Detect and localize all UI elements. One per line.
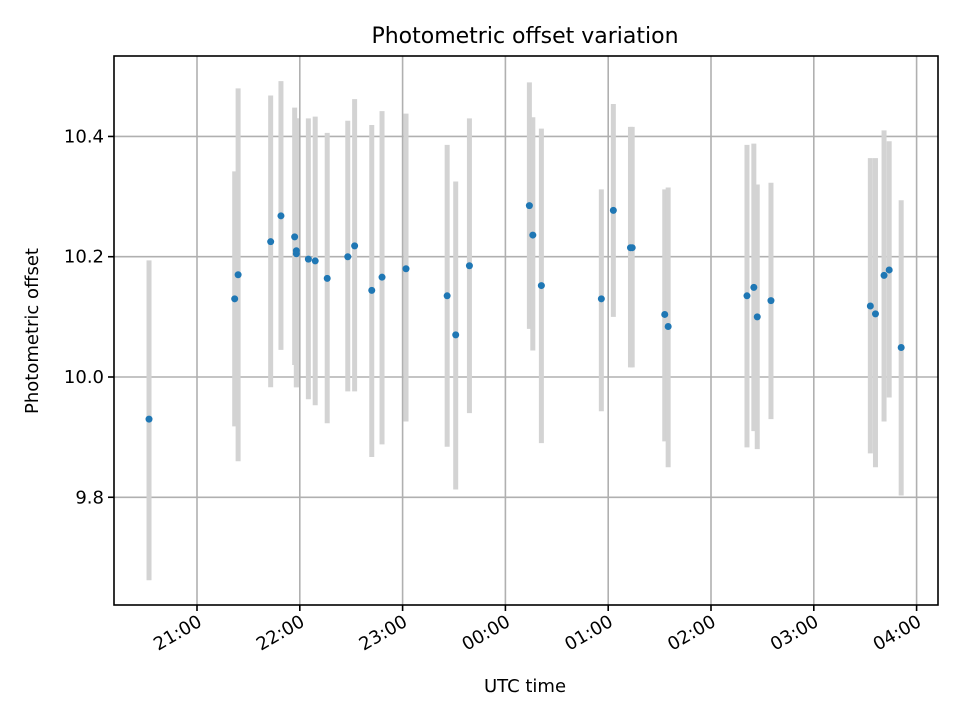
- data-point: [885, 266, 893, 274]
- y-axis-label: Photometric offset: [22, 248, 43, 414]
- data-point: [277, 212, 285, 220]
- chart-title: Photometric offset variation: [371, 24, 678, 49]
- data-point: [743, 292, 751, 300]
- data-point: [323, 274, 331, 282]
- data-point: [291, 233, 299, 241]
- plot-area-frame: [113, 55, 939, 606]
- data-point: [368, 286, 376, 294]
- axis-ticks: 21:00 22:00 23:00 00:00 01:00 02:00 03:00 04:00…: [64, 126, 925, 655]
- data-point: [292, 250, 300, 258]
- x-tick-label: 03:00: [767, 611, 822, 655]
- data-point: [628, 244, 636, 252]
- x-tick-label: 23:00: [356, 611, 411, 655]
- data-point: [311, 257, 319, 265]
- data-point: [267, 238, 275, 246]
- data-point: [767, 297, 775, 305]
- data-point: [750, 283, 758, 291]
- data-point: [452, 331, 460, 339]
- data-point: [880, 271, 888, 279]
- data-point: [402, 265, 410, 273]
- x-tick-label: 00:00: [458, 611, 513, 655]
- x-tick-label: 21:00: [150, 611, 205, 655]
- data-point: [529, 231, 537, 239]
- y-tick-label: 9.8: [75, 487, 104, 508]
- data-point: [753, 313, 761, 321]
- x-tick-label: 02:00: [664, 611, 719, 655]
- data-point: [465, 262, 473, 270]
- data-point: [609, 206, 617, 214]
- x-tick-label: 22:00: [253, 611, 308, 655]
- grid: [114, 56, 938, 605]
- y-tick-label: 10.0: [64, 367, 104, 388]
- data-point: [661, 310, 669, 318]
- data-point: [231, 295, 239, 303]
- data-point: [866, 302, 874, 310]
- data-point: [351, 242, 359, 250]
- data-point: [304, 255, 312, 263]
- x-tick-label: 04:00: [870, 611, 925, 655]
- data-point: [344, 253, 352, 261]
- data-point: [597, 295, 605, 303]
- data-points: [145, 202, 905, 423]
- data-point: [537, 282, 545, 290]
- y-tick-label: 10.2: [64, 247, 104, 268]
- data-point: [664, 322, 672, 330]
- y-tick-label: 10.4: [64, 126, 104, 147]
- x-tick-label: 01:00: [561, 611, 616, 655]
- data-point: [871, 310, 879, 318]
- data-point: [145, 415, 153, 423]
- data-point: [897, 344, 905, 352]
- data-point: [525, 202, 533, 210]
- error-bars: [146, 81, 904, 581]
- data-point: [234, 271, 242, 279]
- data-point: [378, 273, 386, 281]
- data-point: [443, 292, 451, 300]
- x-axis-label: UTC time: [484, 676, 566, 697]
